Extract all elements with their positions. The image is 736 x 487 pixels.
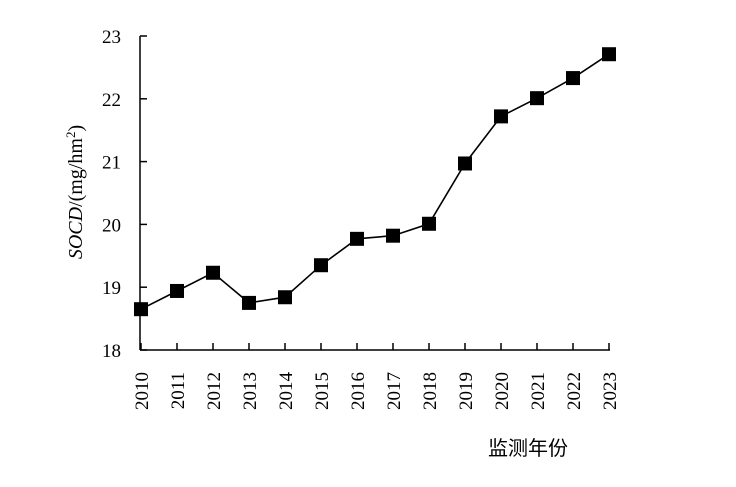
x-tick-label: 2012: [204, 372, 225, 410]
x-tick-label: 2020: [492, 372, 513, 410]
y-tick-label: 22: [102, 90, 121, 111]
data-point-2016: [350, 231, 364, 246]
y-axis-title-sup: 2: [63, 132, 78, 139]
y-axis-title: SOCD/(mg/hm2): [63, 125, 88, 259]
x-tick-label: 2011: [168, 372, 189, 409]
y-axis: 18 19 20 21 22 23: [102, 27, 147, 362]
data-point-2010: [134, 302, 148, 317]
x-tick-label: 2010: [132, 372, 153, 410]
data-point-2013: [242, 295, 256, 310]
x-tick-label: 2016: [348, 372, 369, 410]
y-axis-title-unit: /(mg/hm: [65, 138, 87, 207]
y-tick-label: 18: [102, 341, 121, 362]
data-point-2020: [494, 109, 508, 124]
x-tick-label: 2023: [600, 372, 621, 410]
data-point-2014: [278, 290, 292, 305]
data-point-2021: [530, 91, 544, 106]
x-tick-label: 2013: [240, 372, 261, 410]
data-point-2019: [458, 156, 472, 171]
x-tick-label: 2017: [384, 372, 405, 410]
data-point-2012: [206, 265, 220, 280]
data-point-2015: [314, 258, 328, 273]
data-point-2023: [602, 47, 616, 62]
y-tick-label: 20: [102, 215, 121, 236]
y-axis-title-close: ): [65, 125, 87, 132]
x-tick-label: 2015: [312, 372, 333, 410]
x-tick-label: 2022: [564, 372, 585, 410]
data-point-2018: [422, 216, 436, 231]
x-tick-label: 2018: [420, 372, 441, 410]
data-point-2011: [170, 283, 184, 298]
x-tick-label: 2014: [276, 372, 297, 411]
y-tick-label: 23: [102, 27, 121, 48]
x-tick-label: 2019: [456, 372, 477, 410]
data-point-2022: [566, 71, 580, 86]
series-layer: [134, 47, 616, 317]
x-axis-title: 监测年份: [488, 437, 568, 460]
y-axis-title-italic: SOCD: [65, 206, 87, 259]
x-axis: 2010 2011 2012 2013 2014 2015 2016 2017 2018 2019…: [132, 343, 621, 410]
y-tick-label: 19: [102, 278, 121, 299]
y-tick-label: 21: [102, 153, 121, 174]
x-tick-label: 2021: [528, 372, 549, 410]
data-point-2017: [386, 228, 400, 243]
